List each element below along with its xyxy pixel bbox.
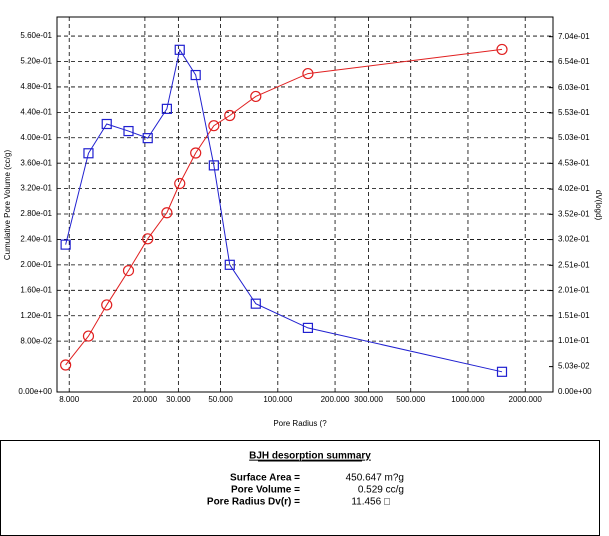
y2-tick-label: 5.03e-02 bbox=[558, 362, 590, 371]
y2-tick-label: 4.53e-01 bbox=[558, 158, 590, 167]
marker bbox=[250, 90, 262, 103]
y-tick-label: 8.00e-02 bbox=[20, 336, 52, 345]
marker bbox=[101, 299, 113, 311]
y-tick-label: 5.20e-01 bbox=[20, 57, 52, 66]
y-axis-label: Cumulative Pore Volume (cc/g) bbox=[3, 150, 12, 261]
x-tick-label: 2000.000 bbox=[509, 395, 543, 404]
y2-axis-label: dV(logd) bbox=[594, 190, 603, 221]
summary-value: 11.456 □ bbox=[351, 497, 390, 508]
y-tick-label: 2.40e-01 bbox=[20, 235, 52, 244]
x-axis-label: Pore Radius (? bbox=[273, 419, 327, 428]
x-tick-label: 30.000 bbox=[166, 395, 191, 404]
x-tick-label: 1000.000 bbox=[451, 395, 485, 404]
y-tick-label: 1.60e-01 bbox=[20, 285, 52, 294]
plot-frame bbox=[56, 16, 554, 393]
series-line bbox=[65, 48, 503, 373]
marker bbox=[302, 322, 314, 334]
marker bbox=[224, 109, 236, 122]
marker bbox=[302, 67, 314, 80]
y-tick-label: 0.00e+00 bbox=[18, 387, 52, 396]
marker bbox=[82, 330, 95, 342]
x-tick-label: 100.000 bbox=[263, 395, 292, 404]
y-tick-label: 4.80e-01 bbox=[20, 82, 52, 91]
summary-label: Pore Volume = bbox=[231, 485, 300, 496]
marker bbox=[496, 366, 508, 377]
y-tick-label: 4.40e-01 bbox=[20, 107, 52, 116]
y-tick-label: 3.60e-01 bbox=[20, 158, 52, 167]
y2-tick-label: 3.52e-01 bbox=[558, 209, 590, 218]
y2-tick-label: 6.54e-01 bbox=[558, 57, 590, 66]
x-tick-label: 500.000 bbox=[396, 395, 425, 404]
x-tick-label: 50.000 bbox=[208, 395, 233, 404]
y-tick-label: 5.60e-01 bbox=[20, 31, 52, 40]
y2-tick-label: 5.53e-01 bbox=[558, 108, 590, 117]
y2-tick-label: 4.02e-01 bbox=[558, 184, 590, 193]
marker bbox=[174, 44, 185, 55]
marker bbox=[161, 207, 173, 219]
summary-value: 0.529 cc/g bbox=[358, 485, 404, 496]
summary-label: Pore Radius Dv(r) = bbox=[207, 497, 300, 508]
summary-title: BJH desorption summary bbox=[249, 451, 371, 462]
marker bbox=[250, 298, 261, 309]
x-tick-label: 8.000 bbox=[59, 395, 80, 404]
x-tick-label: 200.000 bbox=[321, 395, 350, 404]
marker bbox=[161, 103, 172, 114]
marker bbox=[224, 259, 235, 270]
marker bbox=[142, 233, 154, 245]
y-tick-label: 2.80e-01 bbox=[20, 209, 52, 218]
marker bbox=[208, 160, 219, 171]
marker bbox=[190, 69, 201, 81]
y2-tick-label: 6.03e-01 bbox=[558, 83, 590, 92]
y-tick-label: 4.00e-01 bbox=[20, 133, 52, 142]
summary-label: Surface Area = bbox=[230, 473, 300, 484]
marker bbox=[190, 147, 202, 159]
y2-tick-label: 2.51e-01 bbox=[558, 260, 590, 269]
y2-tick-label: 1.51e-01 bbox=[558, 311, 590, 320]
marker bbox=[60, 359, 72, 371]
y2-tick-label: 1.01e-01 bbox=[558, 336, 590, 345]
marker bbox=[60, 239, 71, 250]
y2-tick-label: 7.04e-01 bbox=[558, 32, 590, 41]
marker bbox=[83, 148, 94, 159]
y2-tick-label: 2.01e-01 bbox=[558, 286, 590, 295]
y2-tick-label: 3.02e-01 bbox=[558, 235, 590, 244]
y-tick-label: 2.00e-01 bbox=[20, 260, 52, 269]
marker bbox=[101, 118, 112, 130]
y2-tick-label: 0.00e+00 bbox=[558, 387, 592, 396]
marker bbox=[142, 133, 153, 144]
x-tick-label: 20.000 bbox=[133, 395, 158, 404]
marker bbox=[174, 177, 186, 190]
marker bbox=[123, 125, 134, 137]
marker bbox=[496, 43, 508, 56]
marker bbox=[122, 265, 135, 277]
y2-tick-label: 5.03e-01 bbox=[558, 133, 590, 142]
x-tick-label: 300.000 bbox=[354, 395, 383, 404]
series-line bbox=[65, 48, 503, 366]
y-tick-label: 3.20e-01 bbox=[20, 184, 52, 193]
y-tick-label: 1.20e-01 bbox=[20, 311, 52, 320]
marker bbox=[208, 120, 220, 132]
summary-value: 450.647 m?g bbox=[346, 473, 404, 484]
